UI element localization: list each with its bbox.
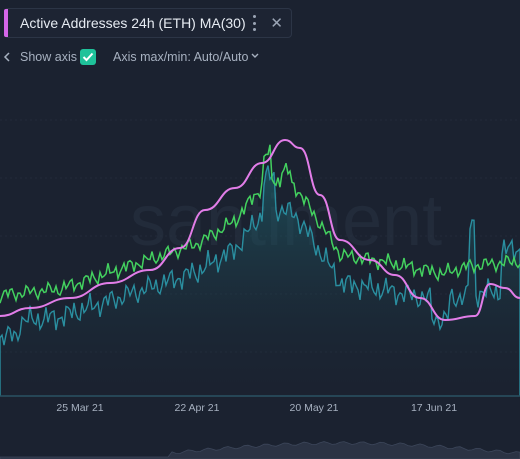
checkmark-icon	[82, 52, 94, 62]
chevron-left-icon[interactable]	[0, 50, 14, 64]
x-tick-label: 20 May 21	[289, 402, 338, 414]
x-axis-ticks: 25 Mar 21 22 Apr 21 20 May 21 17 Jun 21	[56, 402, 457, 414]
more-vertical-icon[interactable]	[247, 15, 261, 31]
metric-title: Active Addresses 24h (ETH) MA(30)	[20, 15, 246, 31]
x-tick-label: 22 Apr 21	[175, 402, 220, 414]
navigator-series	[0, 441, 520, 459]
axis-maxmin-dropdown[interactable]: Axis max/min: Auto/Auto	[113, 50, 249, 64]
area-series	[0, 165, 520, 397]
ma-series-line	[0, 138, 520, 322]
green-series-line	[0, 144, 520, 304]
metric-chip[interactable]: Active Addresses 24h (ETH) MA(30) ✕	[4, 8, 292, 38]
x-tick-label: 25 Mar 21	[56, 402, 103, 414]
x-tick-label: 17 Jun 21	[411, 402, 457, 414]
chevron-down-icon[interactable]	[250, 51, 260, 61]
show-axis-label: Show axis	[20, 50, 77, 64]
close-icon[interactable]: ✕	[270, 15, 283, 32]
show-axis-checkbox[interactable]	[80, 49, 96, 65]
metric-color-bar	[4, 9, 8, 37]
navigator-strip[interactable]	[0, 429, 520, 459]
